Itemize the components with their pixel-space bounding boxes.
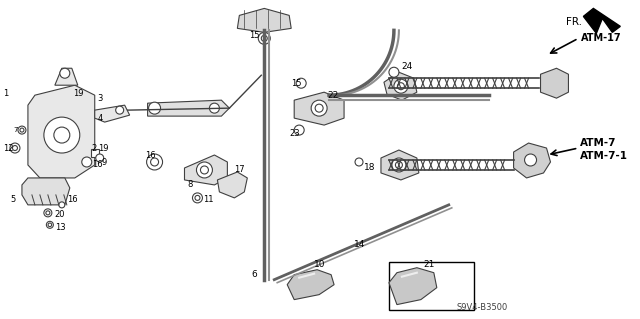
Circle shape [209,103,220,113]
Polygon shape [22,178,70,205]
Text: 11: 11 [204,196,214,204]
Circle shape [148,102,161,114]
Polygon shape [287,270,334,300]
Circle shape [60,68,70,78]
Text: 20: 20 [55,210,65,219]
Text: ATM-7: ATM-7 [580,138,617,148]
Circle shape [44,209,52,217]
Text: 24: 24 [401,62,412,71]
Text: 16: 16 [67,196,77,204]
Text: 3: 3 [98,94,103,103]
Polygon shape [513,143,550,178]
Circle shape [20,128,24,132]
Text: 1: 1 [3,89,8,98]
Circle shape [355,158,363,166]
Circle shape [147,154,163,170]
Circle shape [196,162,212,178]
Circle shape [259,32,270,44]
Bar [389,262,474,310]
Circle shape [311,100,327,116]
Circle shape [116,106,124,114]
Text: ATM-17: ATM-17 [581,33,622,43]
Circle shape [44,117,80,153]
Text: 8: 8 [188,181,193,189]
Circle shape [296,78,306,88]
Text: ATM-7-1: ATM-7-1 [580,151,628,161]
Circle shape [195,196,200,200]
Circle shape [48,223,52,226]
Text: 17: 17 [234,166,245,174]
Polygon shape [541,68,568,98]
Polygon shape [184,155,227,185]
Polygon shape [584,8,620,33]
Circle shape [394,79,408,93]
Circle shape [54,127,70,143]
Polygon shape [294,92,344,125]
Text: 19: 19 [98,144,108,152]
Circle shape [261,35,268,41]
Text: 10: 10 [314,260,326,269]
Text: 14: 14 [354,240,365,249]
Text: 23: 23 [289,129,300,137]
Text: 7: 7 [13,127,18,133]
Polygon shape [384,72,417,100]
Text: S9V4-B3500: S9V4-B3500 [457,303,508,312]
Circle shape [46,211,50,215]
Circle shape [59,202,65,208]
Polygon shape [28,85,95,178]
Text: 15: 15 [291,79,301,88]
Polygon shape [148,100,229,116]
Circle shape [397,83,404,90]
Text: 19: 19 [73,89,83,98]
Circle shape [315,104,323,112]
Text: 16: 16 [145,151,156,160]
Text: 15: 15 [250,31,260,40]
Circle shape [193,193,202,203]
Text: 4: 4 [98,114,103,122]
Polygon shape [237,8,291,32]
Polygon shape [218,172,247,198]
Text: 16: 16 [92,160,102,169]
Polygon shape [381,150,419,180]
Text: 22: 22 [327,91,339,100]
Circle shape [150,158,159,166]
Circle shape [294,125,304,135]
Text: 21: 21 [424,260,435,269]
Circle shape [396,161,403,168]
Text: FR.: FR. [566,17,582,27]
Polygon shape [389,268,437,305]
Text: 13: 13 [55,223,65,232]
Circle shape [82,157,92,167]
Polygon shape [55,68,78,85]
Bar [91,149,99,157]
Circle shape [18,126,26,134]
Circle shape [10,143,20,153]
Text: 18: 18 [364,163,376,173]
Text: 6: 6 [252,270,257,279]
Circle shape [389,67,399,77]
Text: 2: 2 [92,144,97,152]
Text: 12: 12 [3,144,13,152]
Text: 5: 5 [10,196,15,204]
Circle shape [200,166,209,174]
Text: 9: 9 [102,159,107,167]
Circle shape [525,154,536,166]
Circle shape [96,154,104,162]
Circle shape [46,221,53,228]
Circle shape [392,158,406,172]
Circle shape [12,145,17,151]
Polygon shape [95,105,130,122]
